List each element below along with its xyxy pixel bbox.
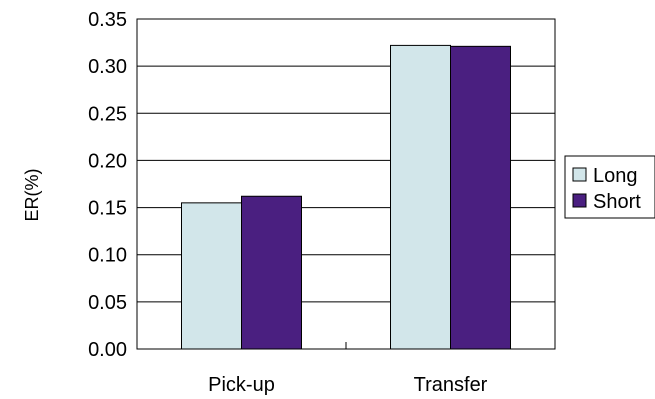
x-category-labels: Pick-up Transfer (208, 374, 488, 396)
y-tick-label: 0.10 (88, 245, 127, 267)
y-tick-label: 0.15 (88, 198, 127, 220)
y-tick-label: 0.20 (88, 150, 127, 172)
y-tick-label: 0.05 (88, 292, 127, 314)
legend: Long Short (564, 155, 655, 219)
y-tick-label: 0.00 (88, 339, 127, 361)
y-axis-label: ER(%) (22, 169, 42, 222)
axes (136, 18, 556, 350)
bars (181, 44, 511, 350)
legend-swatch-long (572, 167, 587, 182)
bar-short-pick-up (241, 195, 302, 350)
legend-box (564, 155, 655, 219)
y-tick-label: 0.30 (88, 56, 127, 78)
bar-long-pick-up (181, 202, 242, 350)
y-tick-labels: 0.00 0.05 0.10 0.15 0.20 0.25 0.30 0.35 (88, 9, 127, 361)
bar-short-transfer (450, 45, 511, 350)
y-tick-label: 0.25 (88, 103, 127, 125)
legend-label-long: Long (593, 165, 638, 187)
legend-swatch-short (572, 193, 587, 208)
legend-label-short: Short (593, 191, 641, 213)
x-category-label: Pick-up (208, 374, 275, 396)
y-tick-label: 0.35 (88, 9, 127, 31)
x-category-label: Transfer (414, 374, 488, 396)
bar-long-transfer (390, 44, 451, 350)
